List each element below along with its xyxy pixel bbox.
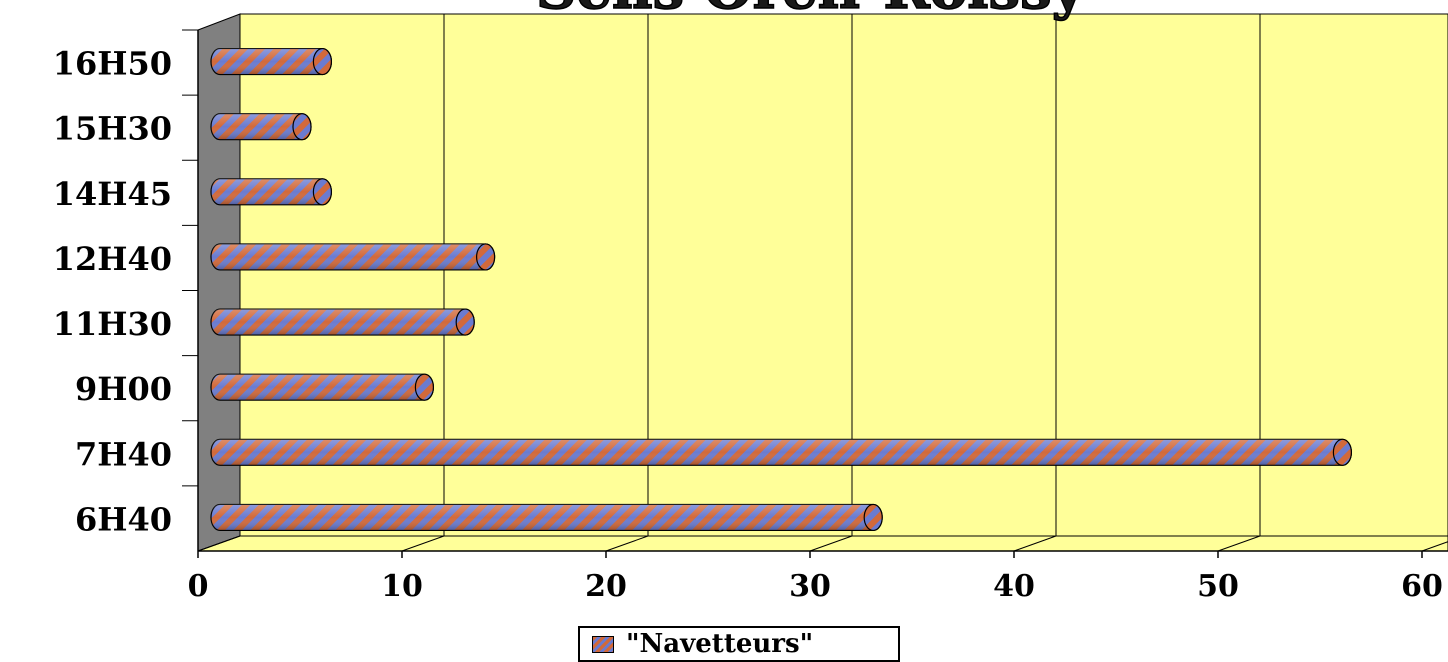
bar-shade [211, 504, 883, 531]
x-tick-label: 60 [1401, 569, 1443, 604]
bar [210, 308, 475, 336]
x-tick-label: 10 [381, 569, 423, 604]
bar [210, 503, 883, 532]
bar-end-cap [312, 178, 332, 206]
bar-end-cap [414, 373, 434, 401]
floor-grid-line [1013, 535, 1057, 552]
bar-end-cap [476, 243, 496, 271]
plot-floor [197, 535, 1448, 552]
x-tick-label: 30 [789, 569, 831, 604]
legend-swatch [592, 635, 614, 653]
bar-end-cap [1332, 438, 1353, 466]
category-label: 12H40 [53, 240, 172, 278]
bar-end-cap [312, 47, 332, 76]
category-label: 11H30 [53, 305, 172, 343]
bar [210, 178, 333, 206]
legend-label: "Navetteurs" [626, 629, 814, 659]
bar [210, 243, 496, 271]
bar-end-cap [863, 503, 883, 532]
category-label: 16H50 [53, 45, 172, 83]
bar [210, 47, 333, 76]
floor-grid-line [197, 535, 241, 552]
bar [210, 113, 312, 141]
x-tick-label: 50 [1197, 569, 1239, 604]
bar-shade [211, 309, 475, 336]
chart-title: Sens Orell-Roissy [536, 0, 1086, 22]
bar [210, 373, 434, 401]
plot-side-wall [197, 13, 241, 552]
bar-chart: 6H40 7H40 9H00 11H30 12H40 14H45 15H30 16H50 0 1… [53, 0, 1448, 604]
category-label: 6H40 [75, 500, 172, 538]
floor-grid-line [401, 535, 445, 552]
x-tick-label: 20 [585, 569, 627, 604]
floor-grid-line [605, 535, 649, 552]
bar-shade [211, 178, 332, 205]
floor-grid-line [809, 535, 853, 552]
bar-shade [211, 48, 332, 75]
bar-end-cap [292, 113, 312, 141]
category-label: 7H40 [75, 435, 172, 473]
floor-grid-line [1421, 541, 1448, 552]
bar-shade [211, 374, 434, 401]
category-label: 15H30 [53, 110, 172, 148]
category-label: 9H00 [75, 370, 172, 408]
x-tick-label: 0 [188, 569, 209, 604]
bar-shade [211, 113, 311, 140]
bar-shade [211, 243, 495, 270]
bar-shade [211, 439, 1352, 466]
bar-end-cap [455, 308, 475, 336]
x-tick-label: 40 [993, 569, 1035, 604]
category-label: 14H45 [53, 175, 172, 213]
floor-grid-line [1217, 535, 1261, 552]
bar [210, 438, 1353, 466]
